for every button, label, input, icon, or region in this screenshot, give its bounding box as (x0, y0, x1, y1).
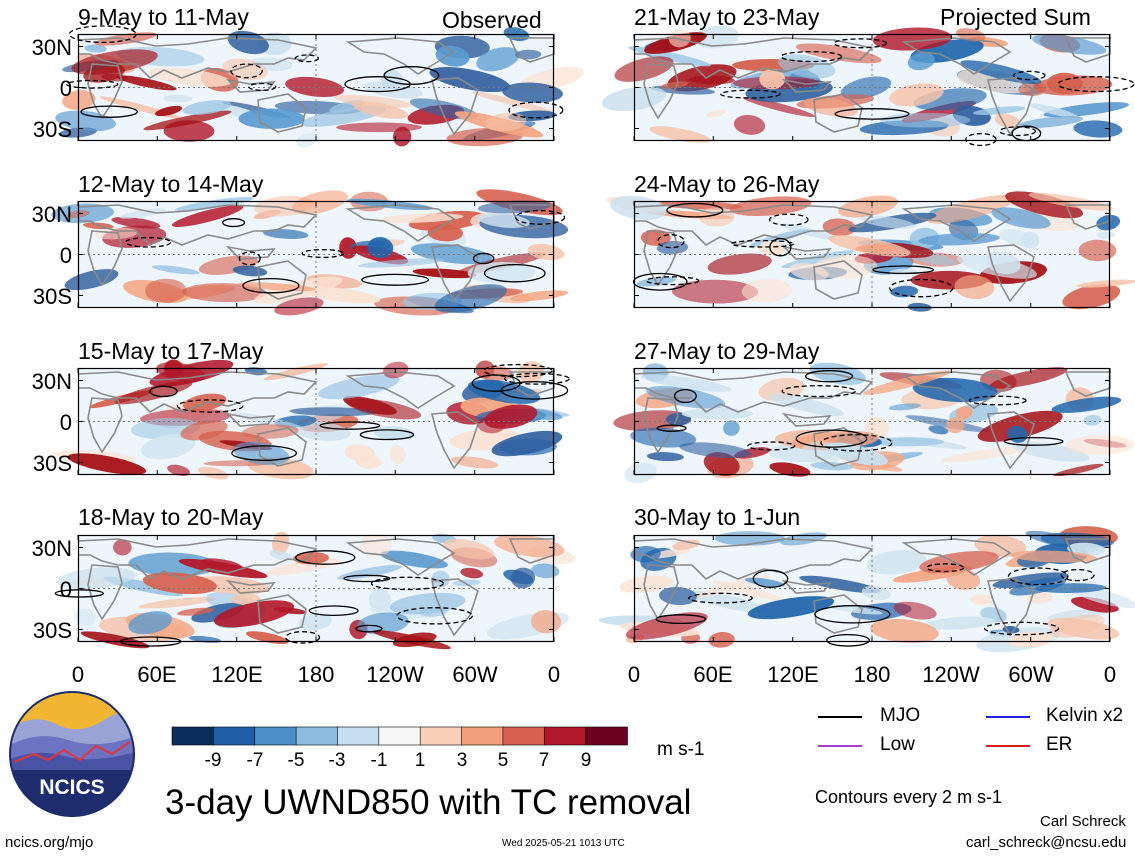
footer-email[interactable]: carl_schreck@ncsu.edu (966, 834, 1127, 851)
lon-label-120w: 120W (366, 662, 424, 687)
lon-label-60w: 60W (1008, 662, 1054, 687)
projected-sum-label: Projected Sum (940, 4, 1091, 30)
map-panel-right-4 (598, 526, 1135, 653)
colorbar-tick: -9 (204, 750, 222, 771)
lon-label-0-end: 0 (547, 662, 561, 687)
map-panel-left-3 (54, 359, 570, 480)
colorbar-swatch (337, 726, 380, 746)
panel-title-right-1: 21-May to 23-May (634, 4, 820, 30)
lat-label-30n: 30N (31, 202, 72, 227)
legend-label-mjo: MJO (880, 705, 921, 726)
colorbar-tick: -5 (287, 750, 305, 771)
lon-label-120e: 120E (767, 662, 819, 687)
legend-line-kelvin (986, 716, 1030, 718)
colorbar-swatch (171, 726, 215, 746)
lat-label-0: 0 (59, 577, 72, 602)
legend-line-er (986, 745, 1030, 747)
panel-title-right-4: 30-May to 1-Jun (634, 504, 801, 530)
colorbar-tick: 9 (580, 750, 592, 771)
lon-label-0: 0 (71, 662, 85, 687)
map-panel-left-4 (54, 531, 576, 650)
colorbar-swatch (585, 726, 628, 746)
colorbar-swatch (254, 726, 297, 746)
lat-label-0: 0 (59, 243, 72, 268)
lon-label-0: 0 (627, 662, 641, 687)
colorbar-tick: -3 (328, 750, 346, 771)
panel-title-left-3: 15-May to 17-May (78, 338, 264, 364)
colorbar-tick: 3 (456, 750, 468, 771)
panel-title-right-2: 24-May to 26-May (634, 171, 820, 197)
lat-label-30n: 30N (31, 536, 72, 561)
colorbar-swatch (213, 726, 256, 746)
lat-label-0: 0 (59, 410, 72, 435)
logo-text: NCICS (39, 776, 104, 799)
colorbar-swatch (502, 726, 546, 746)
map-panel-right-3 (613, 362, 1135, 484)
ncics-logo: NCICS (9, 691, 135, 817)
lon-label-60w: 60W (452, 662, 498, 687)
footer-author: Carl Schreck (1040, 813, 1126, 830)
legend-line-low (818, 745, 862, 747)
footer-timestamp: Wed 2025-05-21 1013 UTC (502, 838, 625, 849)
lat-label-0: 0 (59, 76, 72, 101)
lat-label-30s: 30S (32, 284, 72, 309)
lat-label-30s: 30S (32, 618, 72, 643)
observed-label: Observed (442, 7, 542, 33)
legend-label-er: ER (1046, 734, 1073, 755)
lat-label-30n: 30N (31, 35, 72, 60)
lon-label-60e: 60E (137, 662, 177, 687)
colorbar-swatch (461, 726, 504, 746)
lon-label-120w: 120W (922, 662, 980, 687)
lon-label-180: 180 (297, 662, 335, 687)
map-panel-right-1 (602, 25, 1135, 147)
footer-url[interactable]: ncics.org/mjo (5, 834, 94, 851)
lon-label-0-end: 0 (1103, 662, 1117, 687)
panel-title-left-2: 12-May to 14-May (78, 171, 264, 197)
legend-label-kelvin: Kelvin x2 (1046, 705, 1124, 726)
colorbar-tick: 5 (497, 750, 509, 771)
panel-title-right-3: 27-May to 29-May (634, 338, 820, 364)
map-panel-left-1 (55, 25, 584, 148)
lat-label-30s: 30S (32, 117, 72, 142)
colorbar-swatch (378, 726, 421, 746)
lon-label-60e: 60E (693, 662, 733, 687)
colorbar-tick: 1 (414, 750, 426, 771)
map-panel-right-2 (606, 191, 1135, 312)
colorbar-swatch (543, 726, 587, 746)
map-panel-left-2 (51, 189, 569, 316)
legend-line-mjo (818, 716, 862, 718)
lon-label-180: 180 (853, 662, 891, 687)
main-title: 3-day UWND850 with TC removal (165, 783, 692, 822)
panel-title-left-1: 9-May to 11-May (78, 4, 249, 30)
colorbar-swatch (419, 726, 463, 746)
colorbar (171, 726, 628, 746)
legend-label-low: Low (880, 734, 915, 755)
panel-title-left-4: 18-May to 20-May (78, 504, 264, 530)
lat-label-30n: 30N (31, 369, 72, 394)
colorbar-swatch (295, 726, 339, 746)
lat-label-30s: 30S (32, 451, 72, 476)
lon-label-120e: 120E (211, 662, 263, 687)
contours-note: Contours every 2 m s-1 (815, 787, 1003, 807)
colorbar-tick: 7 (538, 750, 550, 771)
colorbar-tick: -1 (370, 750, 388, 771)
colorbar-units: m s-1 (657, 739, 705, 760)
colorbar-tick: -7 (246, 750, 264, 771)
